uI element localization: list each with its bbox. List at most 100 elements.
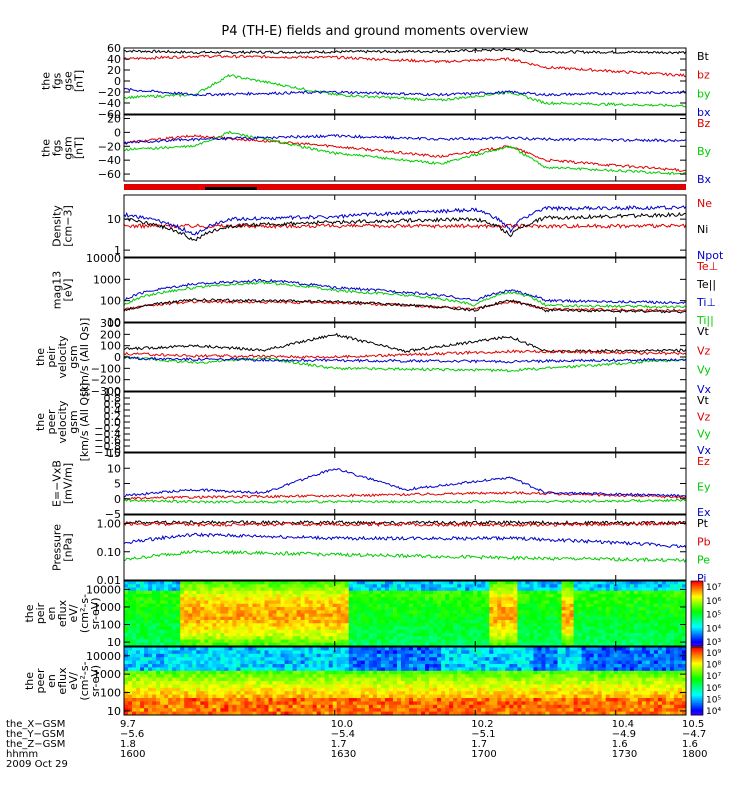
spectrogram-cell (593, 607, 599, 611)
spectrogram-cell (152, 629, 157, 634)
spectrogram-cell (396, 694, 402, 699)
spectrogram-cell (513, 642, 518, 647)
spectrogram-cell (445, 698, 450, 702)
spectrogram-cell (344, 694, 350, 699)
spectrogram-cell (665, 623, 671, 627)
spectrogram-cell (453, 657, 458, 661)
spectrogram-cell (633, 590, 639, 595)
spectrogram-cell (425, 597, 430, 601)
spectrogram-cell (565, 590, 570, 595)
spectrogram-cell (673, 600, 679, 605)
spectrogram-cell (296, 701, 302, 706)
y-axis-label-line: [cm−3] (62, 205, 75, 247)
spectrogram-cell (589, 620, 595, 624)
spectrogram-cell (144, 603, 149, 608)
spectrogram-cell (144, 670, 149, 675)
spectrogram-cell (465, 633, 470, 637)
spectrogram-cell (176, 603, 181, 608)
spectrogram-cell (421, 691, 426, 695)
spectrogram-cell (216, 687, 221, 692)
spectrogram-cell (144, 626, 149, 631)
spectrogram-cell (248, 642, 253, 647)
spectrogram-cell (160, 667, 165, 672)
spectrogram-cell (501, 642, 506, 647)
spectrogram-cell (240, 667, 245, 672)
spectrogram-cell (388, 708, 394, 712)
spectrogram-cell (445, 594, 450, 598)
spectrogram-cell (533, 590, 538, 595)
spectrogram-cell (405, 584, 410, 588)
spectrogram-cell (429, 681, 434, 685)
spectrogram-cell (529, 581, 534, 585)
spectrogram-cell (388, 674, 394, 678)
spectrogram-cell (661, 633, 667, 637)
spectrogram-cell (617, 633, 623, 637)
spectrogram-cell (224, 684, 229, 689)
spectrogram-cell (457, 660, 462, 665)
spectrogram-cell (380, 607, 386, 611)
spectrogram-cell (445, 633, 450, 637)
spectrogram-cell (264, 711, 269, 716)
spectrogram-cell (332, 674, 338, 678)
spectrogram-cell (557, 607, 562, 611)
spectrogram-cell (320, 677, 326, 682)
spectrogram-cell (224, 603, 229, 608)
spectrogram-cell (425, 620, 430, 624)
spectrogram-cell (376, 626, 382, 631)
spectrogram-cell (136, 687, 141, 692)
spectrogram-cell (224, 694, 229, 699)
colorbar-swatch (691, 584, 703, 587)
spectrogram-cell (473, 584, 478, 588)
spectrogram-cell (445, 603, 450, 608)
spectrogram-cell (417, 704, 422, 709)
spectrogram-cell (240, 647, 245, 651)
spectrogram-cell (264, 584, 269, 588)
spectrogram-cell (216, 613, 221, 618)
spectrogram-cell (421, 626, 426, 631)
spectrogram-cell (364, 653, 370, 658)
spectrogram-cell (577, 594, 583, 598)
spectrogram-cell (124, 681, 129, 685)
spectrogram-cell (296, 623, 302, 627)
spectrogram-cell (156, 650, 161, 655)
spectrogram-cell (489, 633, 494, 637)
spectrogram-cell (204, 636, 209, 640)
spectrogram-cell (641, 639, 647, 644)
spectrogram-cell (657, 590, 663, 595)
spectrogram-cell (276, 626, 281, 631)
spectrogram-cell (180, 691, 185, 695)
spectrogram-cell (152, 704, 157, 709)
spectrogram-cell (433, 681, 438, 685)
spectrogram-cell (489, 639, 494, 644)
spectrogram-cell (228, 633, 233, 637)
spectrogram-cell (140, 629, 145, 634)
spectrogram-cell (324, 704, 330, 709)
spectrogram-cell (457, 610, 462, 614)
spectrogram-cell (413, 698, 418, 702)
spectrogram-cell (525, 600, 530, 605)
spectrogram-cell (232, 636, 237, 640)
spectrogram-cell (585, 639, 591, 644)
spectrogram-cell (473, 684, 478, 689)
spectrogram-cell (645, 636, 651, 640)
spectrogram-cell (224, 597, 229, 601)
spectrogram-cell (288, 684, 293, 689)
spectrogram-cell (308, 650, 314, 655)
spectrogram-cell (405, 629, 410, 634)
spectrogram-cell (529, 607, 534, 611)
spectrogram-cell (160, 684, 165, 689)
spectrogram-cell (421, 674, 426, 678)
spectrogram-cell (364, 597, 370, 601)
spectrogram-cell (292, 642, 298, 647)
spectrogram-cell (188, 694, 193, 699)
spectrogram-cell (212, 677, 217, 682)
spectrogram-cell (212, 616, 217, 621)
spectrogram-cell (160, 616, 165, 621)
spectrogram-cell (549, 629, 554, 634)
spectrogram-cell (188, 647, 193, 651)
spectrogram-cell (405, 626, 410, 631)
spectrogram-cell (565, 620, 570, 624)
spectrogram-cell (328, 687, 334, 692)
spectrogram-cell (300, 616, 306, 621)
spectrogram-cell (633, 633, 639, 637)
